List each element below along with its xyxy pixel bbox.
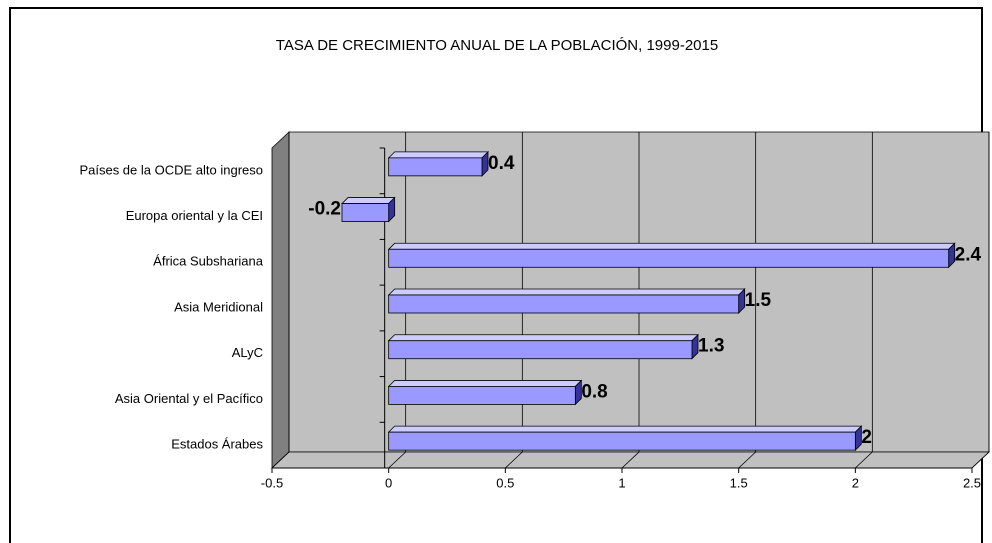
x-tick-label: 1 xyxy=(618,475,625,490)
bar-top xyxy=(387,151,489,159)
bar-top xyxy=(341,197,396,204)
value-label: 0.4 xyxy=(488,153,515,174)
bar xyxy=(387,333,699,360)
bar-front xyxy=(388,157,483,177)
bar xyxy=(387,379,583,406)
x-tick-label: 2.5 xyxy=(963,475,981,490)
bar-front xyxy=(388,386,576,405)
grid-line xyxy=(505,132,523,469)
bar-front xyxy=(341,203,390,222)
y-tick-label: Estados Árabes xyxy=(171,437,263,452)
grid-line xyxy=(855,132,873,469)
bar xyxy=(387,150,489,177)
y-tick-label: Asia Meridional xyxy=(174,299,263,314)
x-tick-label: 0 xyxy=(385,475,392,490)
x-tick-label: -0.5 xyxy=(261,475,283,490)
grid-line xyxy=(621,132,640,469)
x-tick-label: 2 xyxy=(852,475,859,490)
value-label: 2 xyxy=(861,427,872,448)
bar-front xyxy=(388,294,740,314)
y-tick-label: Países de la OCDE alto ingreso xyxy=(79,162,263,177)
bar-top xyxy=(387,334,699,342)
bar xyxy=(387,425,863,452)
bar-front xyxy=(388,340,693,360)
bar-front xyxy=(388,248,950,268)
x-tick-label: 0.5 xyxy=(496,475,514,490)
y-tick-label: Asia Oriental y el Pacífico xyxy=(115,391,263,406)
bar xyxy=(387,242,956,269)
y-tick-label: África Subshariana xyxy=(153,254,264,269)
x-tick-label: 1.5 xyxy=(730,475,748,490)
value-label: 2.4 xyxy=(955,244,982,265)
grid-line xyxy=(738,132,757,469)
y-tick-label: Europa oriental y la CEI xyxy=(126,208,263,223)
bar-top xyxy=(387,288,746,296)
bar-top xyxy=(387,242,956,250)
value-label: 1.5 xyxy=(745,290,772,311)
bar-front xyxy=(388,431,856,451)
chart-title: TASA DE CRECIMIENTO ANUAL DE LA POBLACIÓ… xyxy=(276,37,718,54)
grid-line xyxy=(971,132,990,469)
grid-line xyxy=(271,132,290,469)
bar-top xyxy=(387,380,583,387)
y-tick-label: ALyC xyxy=(232,345,263,360)
bar xyxy=(387,288,746,314)
value-label: 1.3 xyxy=(698,336,724,357)
value-label: 0.8 xyxy=(581,381,607,402)
bar-top xyxy=(387,425,863,433)
bar xyxy=(341,196,396,223)
grid-line xyxy=(388,132,407,469)
value-label: -0.2 xyxy=(308,199,341,220)
side-wall xyxy=(271,131,290,469)
